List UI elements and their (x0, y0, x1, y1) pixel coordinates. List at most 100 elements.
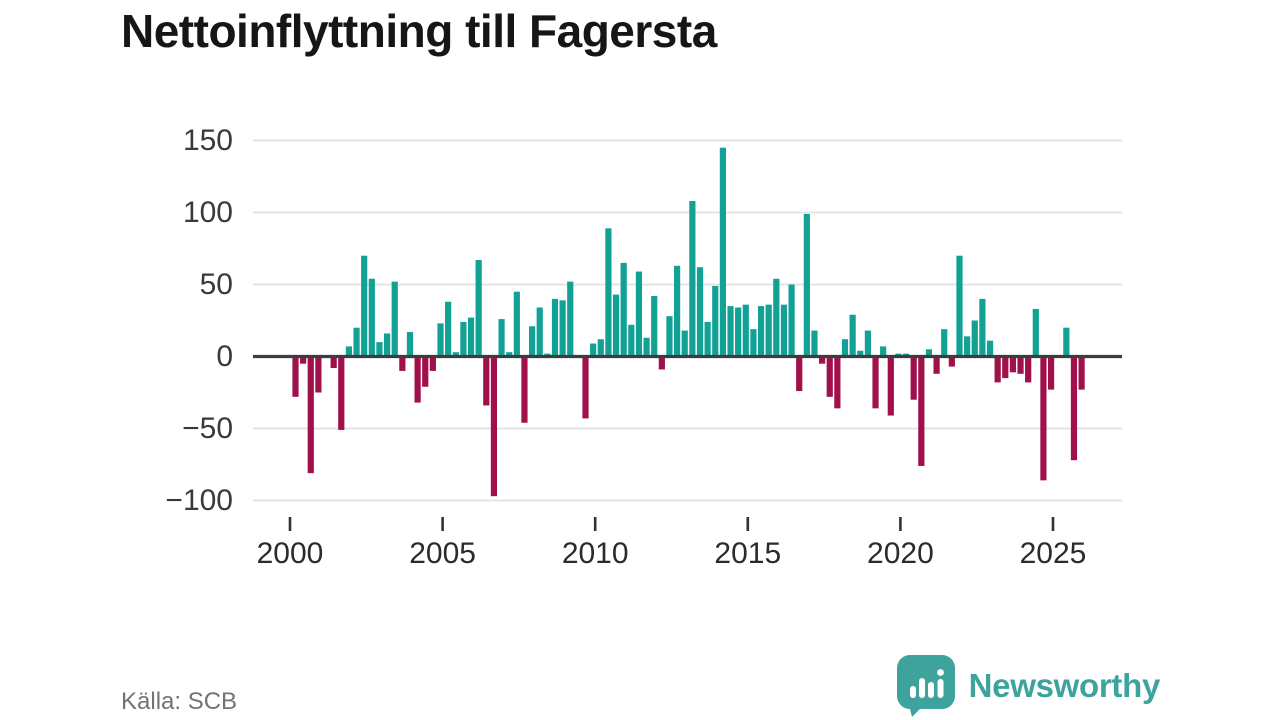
x-axis-label-2025: 2025 (1020, 537, 1087, 570)
bar-2024-Q1 (1025, 356, 1032, 383)
bar-2009-Q1 (567, 281, 574, 357)
bar-2005-Q2 (452, 352, 459, 357)
newsworthy-logo-icon (896, 655, 955, 717)
bar-2006-Q2 (483, 356, 490, 406)
newsworthy-logo: Newsworthy (896, 655, 1161, 717)
bar-2009-Q4 (590, 343, 597, 357)
bar-2012-Q2 (666, 316, 673, 357)
bar-2023-Q3 (1009, 356, 1017, 373)
bar-2022-Q1 (964, 336, 971, 357)
y-axis-label-0: 0 (216, 340, 233, 373)
bar-2008-Q4 (559, 300, 566, 357)
bar-2008-Q1 (536, 307, 543, 357)
bar-2012-Q4 (681, 330, 688, 357)
bar-2011-Q4 (651, 296, 658, 357)
bar-2000-Q4 (315, 356, 322, 393)
bar-2011-Q2 (635, 271, 643, 357)
bar-2020-Q4 (925, 349, 933, 357)
newsworthy-logo-text: Newsworthy (968, 667, 1161, 704)
bar-2010-Q1 (597, 339, 604, 357)
x-axis-label-2010: 2010 (562, 537, 629, 570)
bar-2003-Q1 (383, 333, 391, 357)
bar-2013-Q1 (689, 200, 696, 357)
bar-2003-Q3 (399, 356, 406, 371)
bar-2014-Q1 (719, 147, 726, 357)
bar-2023-Q1 (994, 356, 1001, 383)
bar-2013-Q4 (712, 285, 719, 357)
bar-2005-Q1 (445, 301, 452, 357)
bar-2002-Q4 (376, 342, 383, 357)
bar-2014-Q4 (742, 304, 749, 357)
bar-2017-Q4 (834, 356, 841, 409)
bar-2006-Q3 (490, 356, 498, 497)
x-axis-label-2000: 2000 (257, 537, 324, 570)
bar-2023-Q4 (1017, 356, 1024, 374)
bar-2007-Q2 (513, 291, 520, 357)
bar-2020-Q3 (918, 356, 925, 466)
bar-2001-Q2 (330, 356, 337, 369)
bar-2018-Q3 (857, 350, 864, 357)
bar-2022-Q4 (986, 340, 994, 357)
bar-2012-Q1 (658, 356, 665, 370)
bar-2025-Q2 (1063, 327, 1070, 357)
bar-2018-Q4 (864, 330, 871, 357)
bar-2006-Q4 (498, 319, 505, 357)
y-axis-label-100: 100 (183, 196, 233, 229)
logo-bar-tall (918, 678, 925, 698)
bar-2021-Q4 (956, 255, 963, 357)
bar-2015-Q3 (765, 304, 772, 357)
bar-2005-Q3 (460, 321, 467, 357)
bar-2007-Q1 (506, 352, 513, 357)
source-label: Källa: SCB (121, 688, 238, 715)
y-axis-label-150: 150 (183, 124, 233, 157)
bar-2009-Q3 (582, 356, 589, 419)
bar-2007-Q3 (521, 356, 528, 423)
bar-2021-Q1 (933, 356, 940, 374)
bar-2005-Q4 (467, 317, 475, 357)
bar-2014-Q2 (727, 306, 734, 357)
bar-2018-Q2 (849, 314, 856, 357)
bar-2018-Q1 (841, 339, 849, 357)
bar-2002-Q2 (361, 255, 368, 357)
bar-2012-Q3 (674, 265, 681, 357)
bar-2000-Q3 (307, 356, 314, 474)
bar-2013-Q3 (704, 321, 711, 357)
bar-2002-Q1 (353, 327, 360, 357)
bar-2004-Q3 (429, 356, 436, 371)
bar-2023-Q2 (1002, 356, 1009, 379)
bar-2021-Q3 (948, 356, 955, 367)
bar-2017-Q1 (811, 330, 818, 357)
bar-2015-Q2 (757, 306, 765, 357)
bar-2011-Q1 (628, 324, 635, 357)
bar-2019-Q2 (880, 346, 887, 357)
y-axis-label-50: 50 (200, 268, 233, 301)
logo-exclamation-dot (936, 669, 944, 676)
bar-2024-Q2 (1032, 308, 1039, 357)
bar-2000-Q2 (300, 356, 307, 364)
bar-2025-Q4 (1078, 356, 1085, 390)
bar-2001-Q4 (345, 346, 353, 357)
x-axis-label-2005: 2005 (409, 537, 476, 570)
bar-2021-Q2 (941, 329, 948, 357)
bar-2010-Q3 (612, 294, 620, 357)
logo-bar-small (909, 686, 916, 698)
bar-2020-Q2 (910, 356, 917, 400)
y-axis-label--50: −50 (182, 412, 233, 445)
y-axis-label--100: −100 (165, 484, 233, 517)
bar-2004-Q1 (414, 356, 421, 403)
bar-2017-Q2 (819, 356, 826, 364)
bar-2016-Q2 (788, 284, 795, 357)
bar-2014-Q3 (735, 307, 742, 357)
bar-2000-Q1 (292, 356, 299, 397)
bar-2019-Q1 (872, 356, 879, 409)
bar-2016-Q3 (796, 356, 803, 392)
chart-plot-area: 150 100 50 0 −50 −100 2000 2005 2010 2015 2020 2025 (165, 124, 1122, 570)
bar-2010-Q4 (620, 262, 627, 357)
bar-2004-Q2 (422, 356, 429, 387)
bar-2022-Q2 (971, 320, 978, 357)
bar-2002-Q3 (368, 278, 375, 357)
bar-2015-Q1 (750, 329, 757, 357)
bar-2011-Q3 (643, 337, 650, 357)
bar-2003-Q4 (406, 332, 414, 357)
bar-2013-Q2 (696, 267, 704, 357)
